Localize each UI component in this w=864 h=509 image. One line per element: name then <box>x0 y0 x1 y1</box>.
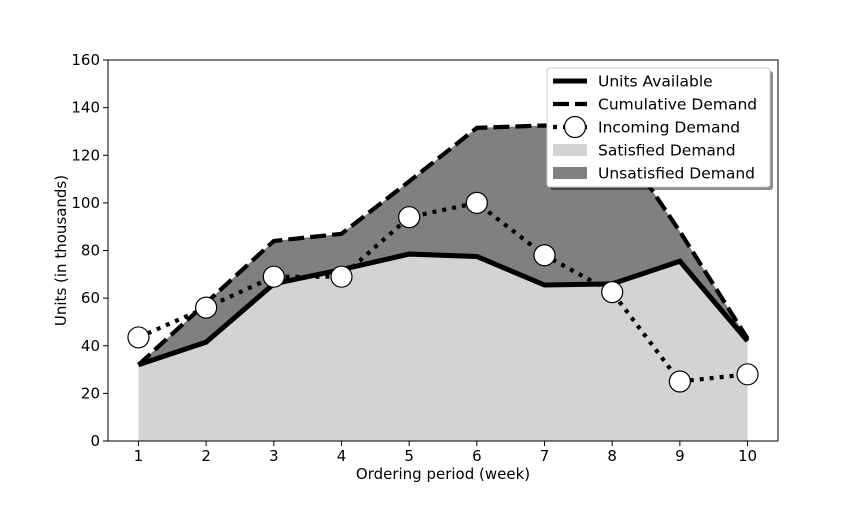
x-tick-label: 5 <box>404 447 414 465</box>
x-axis-label: Ordering period (week) <box>356 465 530 483</box>
x-tick-label: 10 <box>738 447 757 465</box>
incoming-demand-point <box>195 296 218 319</box>
x-axis: 1 2 3 4 5 6 7 8 9 10 <box>134 441 757 465</box>
x-tick-label: 3 <box>269 447 279 465</box>
incoming-demand-point <box>398 206 421 229</box>
y-tick-label: 80 <box>81 242 100 260</box>
incoming-demand-point <box>262 265 285 288</box>
legend-label-satisfied-demand: Satisfied Demand <box>598 142 736 160</box>
legend-box <box>546 67 771 188</box>
series-line-units-available <box>137 251 750 368</box>
x-tick-label: 1 <box>134 447 144 465</box>
y-tick-label: 160 <box>71 51 100 69</box>
legend-label-incoming-demand: Incoming Demand <box>598 119 740 137</box>
y-axis: 0 20 40 60 80 100 120 140 160 <box>71 51 108 450</box>
legend-label-cumulative-demand: Cumulative Demand <box>598 96 757 114</box>
series-line-incoming-demand <box>137 200 748 384</box>
y-tick-label: 20 <box>81 384 100 402</box>
fill-satisfied-demand <box>138 254 748 441</box>
y-tick-label: 140 <box>71 99 100 117</box>
incoming-demand-point <box>736 363 759 386</box>
incoming-demand-point <box>330 265 353 288</box>
incoming-demand-point <box>601 281 624 304</box>
x-tick-label: 7 <box>540 447 550 465</box>
x-tick-label: 6 <box>472 447 482 465</box>
y-axis-label: Units (in thousands) <box>52 175 70 326</box>
incoming-demand-point <box>465 191 488 214</box>
y-tick-label: 100 <box>71 194 100 212</box>
legend-label-unsatisfied-demand: Unsatisfied Demand <box>598 165 755 183</box>
y-tick-label: 120 <box>71 146 100 164</box>
legend-marker-incoming-demand <box>563 115 587 139</box>
incoming-demand-markers <box>127 191 759 393</box>
legend-label-units-available: Units Available <box>598 73 713 91</box>
incoming-demand-point <box>533 244 556 267</box>
incoming-demand-point <box>127 326 150 349</box>
incoming-demand-point <box>668 370 691 393</box>
y-tick-label: 40 <box>81 337 100 355</box>
legend-swatch-satisfied-demand <box>553 144 587 156</box>
legend-swatch-unsatisfied-demand <box>553 167 587 179</box>
y-tick-label: 60 <box>81 289 100 307</box>
x-tick-label: 8 <box>607 447 617 465</box>
y-tick-label: 0 <box>90 432 100 450</box>
x-tick-label: 4 <box>337 447 347 465</box>
x-tick-label: 9 <box>675 447 685 465</box>
legend: Units Available Cumulative Demand Incoming… <box>546 67 773 190</box>
x-tick-label: 2 <box>201 447 211 465</box>
